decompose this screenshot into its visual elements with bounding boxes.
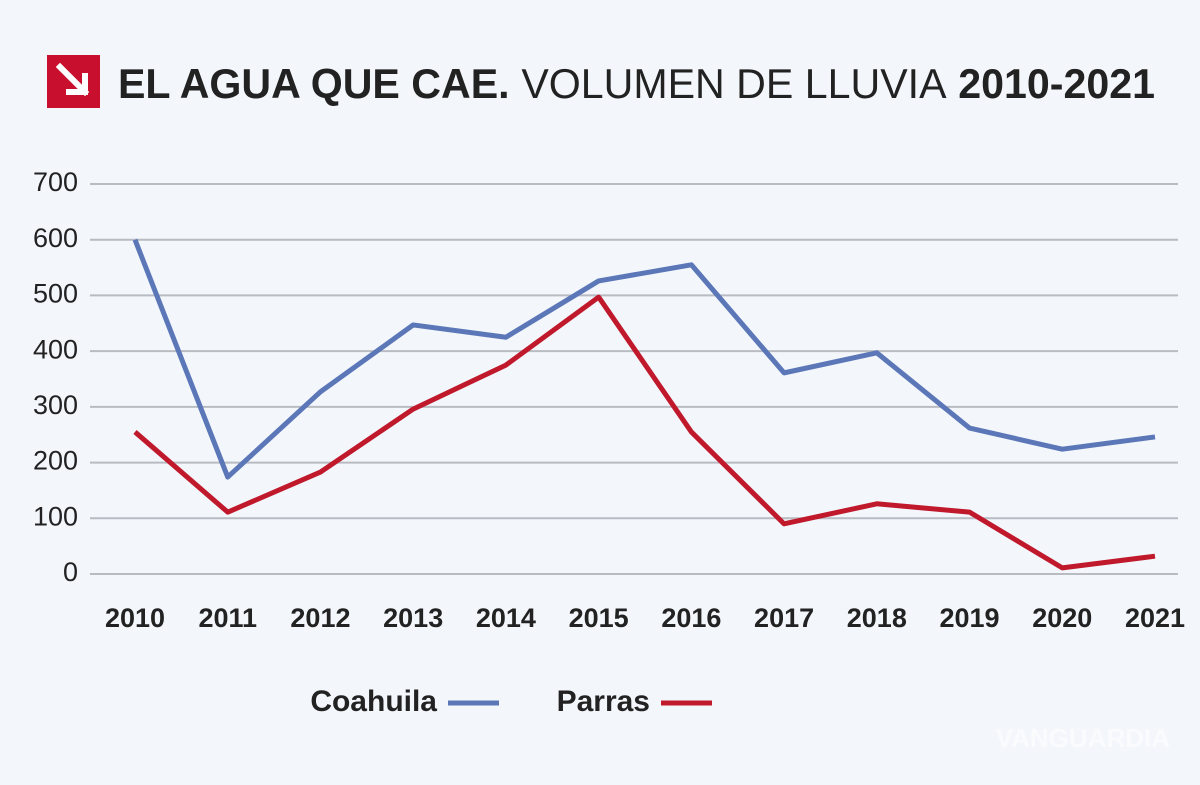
y-tick-label: 600 [33,223,78,253]
x-tick-label: 2012 [290,603,350,633]
series-line [132,238,1156,480]
y-tick-label: 300 [33,390,78,420]
y-tick-label: 0 [63,557,78,587]
x-tick-label: 2015 [569,603,629,633]
y-tick-label: 100 [33,501,78,531]
title-part: VOLUMEN DE LLUVIA [521,60,946,107]
x-tick-label: 2011 [198,603,257,633]
y-tick-label: 700 [33,167,78,197]
legend-label: Parras [557,685,650,718]
legend-label: Coahuila [310,685,437,718]
title-part: 2010-2021 [958,60,1155,107]
series-line [133,294,1156,571]
x-tick-label: 2014 [476,603,536,633]
x-tick-label: 2016 [661,603,721,633]
x-tick-label: 2017 [754,603,814,633]
x-tick-label: 2018 [847,603,907,633]
chart-title: EL AGUA QUE CAE.VOLUMEN DE LLUVIA 2010-20… [118,60,1155,107]
title-part: EL AGUA QUE CAE. [118,60,510,107]
x-tick-label: 2020 [1032,603,1092,633]
x-tick-label: 2019 [940,603,1000,633]
x-tick-label: 2021 [1125,603,1185,633]
y-tick-label: 500 [33,279,78,309]
y-tick-label: 200 [33,446,78,476]
x-tick-label: 2010 [105,603,165,633]
title-icon [47,55,100,108]
x-tick-label: 2013 [383,603,443,633]
watermark: VANGUARDIA [996,723,1171,753]
y-tick-label: 400 [33,334,78,364]
